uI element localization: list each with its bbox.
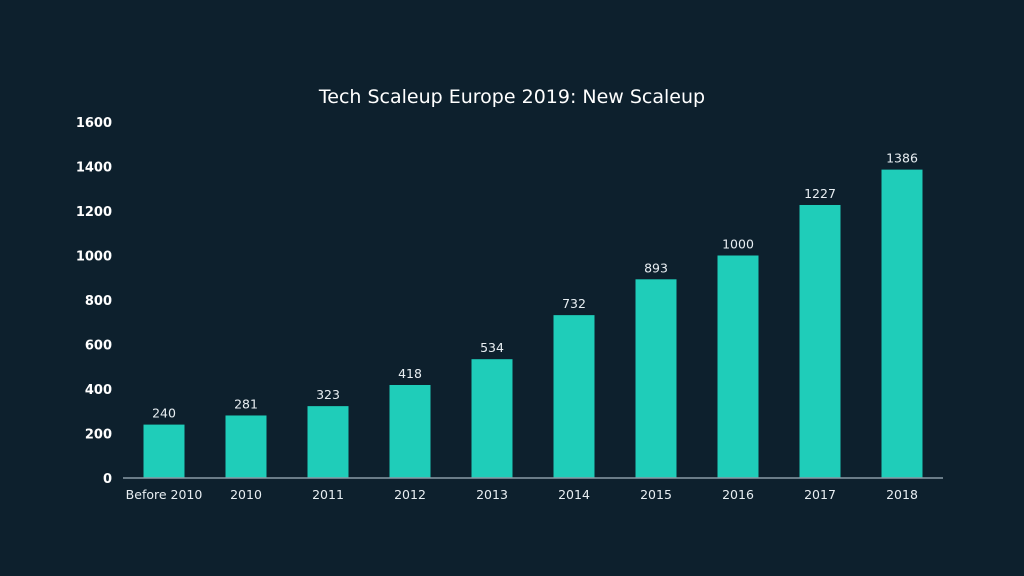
y-tick-label: 400: [85, 383, 112, 398]
y-axis: 0 200 400 600 800 1000 1200 1400 1600: [76, 116, 112, 487]
x-tick-label: 2013: [476, 487, 508, 502]
x-tick-label: 2015: [640, 487, 672, 502]
data-label: 893: [644, 260, 668, 275]
data-label: 732: [562, 296, 586, 311]
data-label: 534: [480, 340, 504, 355]
data-label: 1000: [722, 237, 754, 252]
y-tick-label: 0: [103, 472, 112, 487]
x-tick-label: Before 2010: [126, 487, 203, 502]
bars: 240 281 323 418 534 732 893 1000 1227 1386: [143, 151, 923, 479]
bar: [799, 204, 841, 478]
data-label: 281: [234, 396, 258, 411]
data-label: 323: [316, 387, 340, 402]
bar: [389, 384, 431, 478]
data-label: 418: [398, 366, 422, 381]
bar: [307, 406, 349, 478]
data-label: 1227: [804, 186, 836, 201]
y-tick-label: 1400: [76, 161, 112, 176]
data-label: 1386: [886, 151, 918, 166]
y-tick-label: 600: [85, 339, 112, 354]
data-label: 240: [152, 406, 176, 421]
bar: [553, 315, 595, 478]
x-tick-label: 2011: [312, 487, 344, 502]
x-axis: Before 2010 2010 2011 2012 2013 2014 2015 2016 2…: [123, 477, 943, 502]
bar: [717, 255, 759, 478]
bar: [225, 415, 267, 478]
x-tick-label: 2010: [230, 487, 262, 502]
y-tick-label: 1200: [76, 205, 112, 220]
y-tick-label: 1600: [76, 116, 112, 131]
chart-title: Tech Scaleup Europe 2019: New Scaleup: [318, 86, 705, 108]
x-tick-label: 2017: [804, 487, 836, 502]
x-tick-label: 2014: [558, 487, 590, 502]
bar: [143, 424, 185, 478]
x-tick-label: 2012: [394, 487, 426, 502]
y-tick-label: 1000: [76, 250, 112, 265]
bar: [471, 359, 513, 478]
x-tick-label: 2018: [886, 487, 918, 502]
x-tick-label: 2016: [722, 487, 754, 502]
bar: [635, 279, 677, 478]
y-tick-label: 800: [85, 294, 112, 309]
y-tick-label: 200: [85, 428, 112, 443]
bar: [881, 169, 923, 479]
